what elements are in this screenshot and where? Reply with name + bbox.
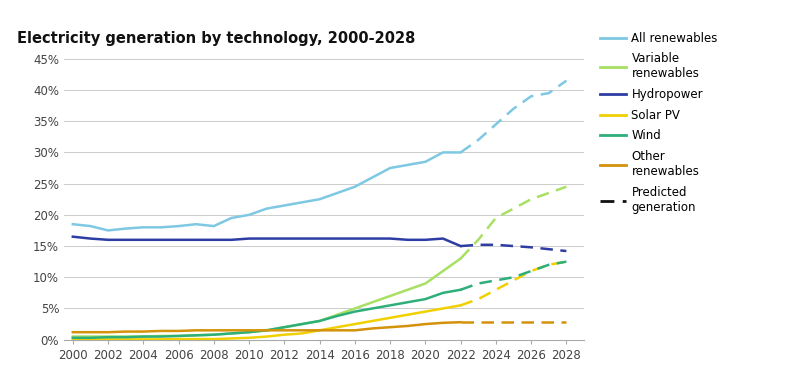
- Text: Electricity generation by technology, 2000-2028: Electricity generation by technology, 20…: [18, 31, 415, 46]
- Legend: All renewables, Variable
renewables, Hydropower, Solar PV, Wind, Other
renewable: All renewables, Variable renewables, Hyd…: [600, 32, 718, 214]
